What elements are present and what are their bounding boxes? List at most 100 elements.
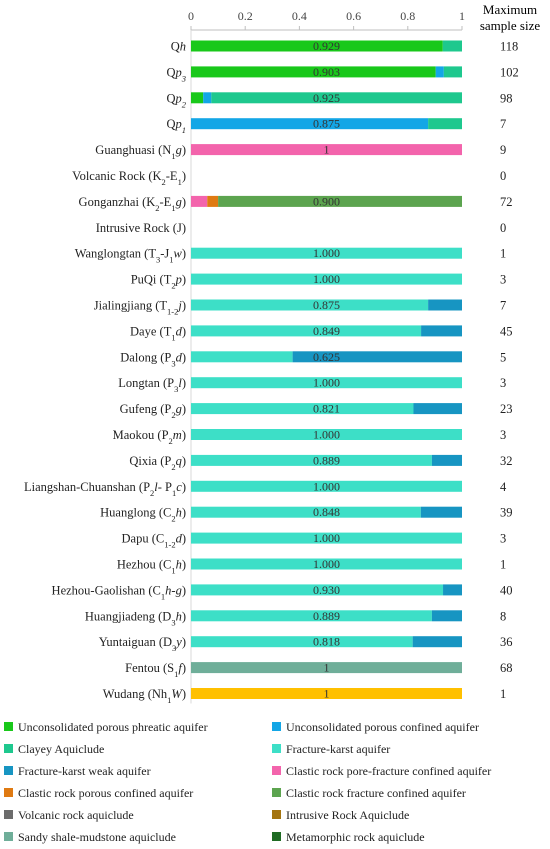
bar-value-label: 1.000 xyxy=(313,272,340,286)
bar-value-label: 0.889 xyxy=(313,453,340,467)
bar-segment xyxy=(207,195,219,207)
chart-row: Yuntaiguan (D3y) 0.818 36 xyxy=(99,635,513,654)
bar-segment xyxy=(191,92,204,104)
category-label: Intrusive Rock (J) xyxy=(96,221,186,235)
bar-value-label: 0.903 xyxy=(313,65,340,79)
sample-size-value: 4 xyxy=(500,480,507,494)
bar-segment xyxy=(191,610,432,622)
sample-size-value: 118 xyxy=(500,40,518,54)
legend-item: Intrusive Rock Aquiclude xyxy=(272,808,409,822)
bar-value-label: 0.849 xyxy=(313,324,340,338)
sample-size-value: 7 xyxy=(500,117,506,131)
bar-segment xyxy=(191,584,444,596)
bar-segment xyxy=(191,403,414,415)
sample-size-header-line2: sample size xyxy=(480,18,541,33)
bar-value-label: 1.000 xyxy=(313,531,340,545)
bar-segment xyxy=(191,636,413,648)
legend-item: Clastic rock pore-fracture confined aqui… xyxy=(272,764,491,778)
category-label: Hezhou-Gaolishan (C1h-g) xyxy=(52,583,186,601)
sample-size-value: 7 xyxy=(500,299,506,313)
chart-row: Hezhou-Gaolishan (C1h-g) 0.930 40 xyxy=(52,583,513,602)
bar-value-label: 1 xyxy=(324,661,330,675)
bar-value-label: 1.000 xyxy=(313,557,340,571)
sample-size-header-line1: Maximum xyxy=(483,2,537,17)
chart-row: Dapu (C1-2d) 1.000 3 xyxy=(122,531,507,550)
bar-value-label: 0.889 xyxy=(313,609,340,623)
legend-item: Clastic rock porous confined aquifer xyxy=(4,786,193,800)
category-label: Huanglong (C2h) xyxy=(100,506,186,524)
bar-segment xyxy=(191,662,462,674)
chart-row: Wudang (Nh1W) 1 1 xyxy=(103,687,507,706)
sample-size-value: 3 xyxy=(500,532,506,546)
sample-size-value: 39 xyxy=(500,506,513,520)
legend-label: Unconsolidated porous confined aquifer xyxy=(286,720,479,734)
bar-segment xyxy=(191,480,462,492)
bar-segment xyxy=(191,247,462,259)
sample-size-value: 1 xyxy=(500,558,506,572)
legend-swatch xyxy=(272,788,281,797)
sample-size-value: 8 xyxy=(500,609,506,623)
chart-row: Qp3 0.903 102 xyxy=(166,65,518,84)
sample-size-value: 1 xyxy=(500,687,506,701)
category-label: Wudang (Nh1W) xyxy=(103,687,186,705)
legend-swatch xyxy=(4,810,13,819)
bar-segment xyxy=(431,454,462,466)
sample-size-value: 3 xyxy=(500,273,506,287)
bar-segment xyxy=(191,506,421,518)
category-label: Gonganzhai (K2-E1g) xyxy=(79,195,186,213)
x-tick-label: 0.4 xyxy=(292,9,307,23)
category-label: Maokou (P2m) xyxy=(113,428,186,446)
sample-size-value: 9 xyxy=(500,143,506,157)
legend-swatch xyxy=(4,722,13,731)
bar-segment xyxy=(191,325,422,337)
chart-row: Longtan (P3l) 1.000 3 xyxy=(118,376,506,395)
bar-value-label: 1.000 xyxy=(313,428,340,442)
category-label: Wanglongtan (T3-J1w) xyxy=(75,247,186,265)
category-label: Huangjiadeng (D3h) xyxy=(85,609,186,627)
bar-segment xyxy=(191,377,462,389)
bar-value-label: 0.900 xyxy=(313,194,340,208)
bar-value-label: 0.625 xyxy=(313,350,340,364)
chart-row: PuQi (T2p) 1.000 3 xyxy=(131,272,507,291)
category-label: Dapu (C1-2d) xyxy=(122,532,186,550)
legend-swatch xyxy=(4,788,13,797)
bar-segment xyxy=(203,92,212,104)
bar-segment xyxy=(413,403,462,415)
legend-item: Metamorphic rock aquiclude xyxy=(272,830,425,844)
bar-value-label: 0.925 xyxy=(313,91,340,105)
category-label: Hezhou (C1h) xyxy=(117,558,186,576)
category-label: Volcanic Rock (K2-E1) xyxy=(72,169,186,187)
sample-size-value: 3 xyxy=(500,428,506,442)
bar-segment xyxy=(191,118,429,130)
bar-value-label: 1.000 xyxy=(313,479,340,493)
bar-segment xyxy=(191,144,462,156)
legend-label: Intrusive Rock Aquiclude xyxy=(286,808,409,822)
chart-row: Huanglong (C2h) 0.848 39 xyxy=(100,505,512,524)
bar-segment xyxy=(428,118,462,130)
legend-swatch xyxy=(272,810,281,819)
bar-segment xyxy=(191,454,432,466)
bar-value-label: 0.875 xyxy=(313,298,340,312)
legend-item: Fracture-karst aquifer xyxy=(272,742,390,756)
sample-size-value: 45 xyxy=(500,324,513,338)
category-label: Fentou (S1f) xyxy=(125,661,186,679)
chart-row: Daye (T1d) 0.849 45 xyxy=(130,324,512,343)
chart-row: Qixia (P2q) 0.889 32 xyxy=(129,453,512,472)
category-label: Longtan (P3l) xyxy=(118,376,186,394)
bar-segment xyxy=(292,351,462,363)
category-label: Qp1 xyxy=(166,117,186,135)
category-label: Qixia (P2q) xyxy=(129,454,186,472)
bar-segment xyxy=(191,429,462,440)
chart-row: Guanghuasi (N1g) 1 9 xyxy=(95,143,506,162)
category-label: Yuntaiguan (D3y) xyxy=(99,635,186,653)
bar-value-label: 1 xyxy=(324,143,330,157)
bar-segment xyxy=(428,299,462,311)
bar-value-label: 0.875 xyxy=(313,117,340,131)
sample-size-value: 36 xyxy=(500,635,513,649)
legend-label: Fracture-karst weak aquifer xyxy=(18,764,151,778)
legend-swatch xyxy=(4,744,13,753)
chart-row: Qh 0.929 118 xyxy=(171,39,519,54)
sample-size-value: 68 xyxy=(500,661,513,675)
